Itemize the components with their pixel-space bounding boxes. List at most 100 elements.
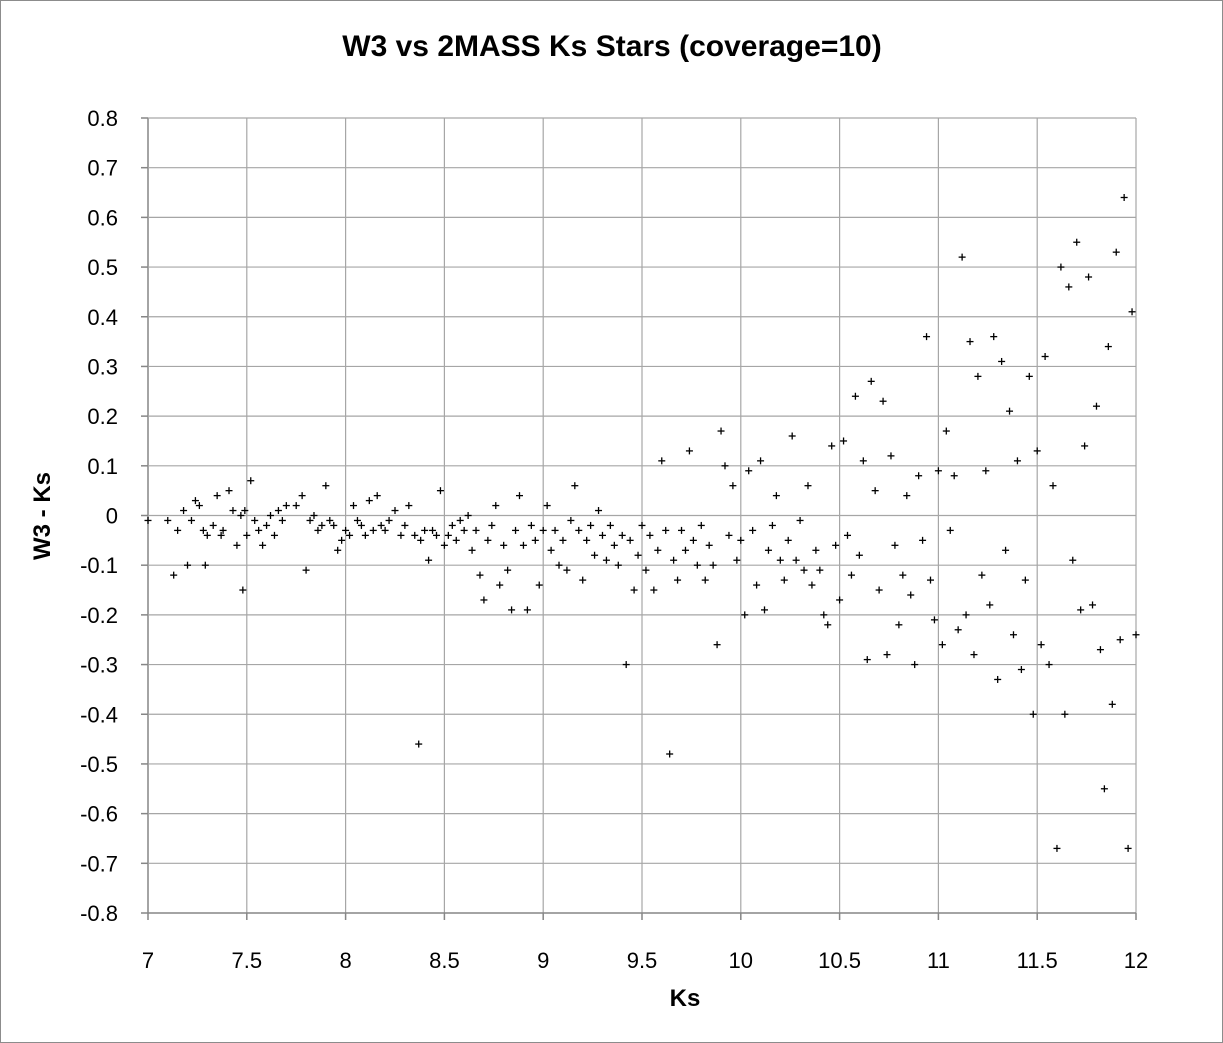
data-point xyxy=(836,596,844,604)
data-point xyxy=(199,526,207,534)
data-point xyxy=(1006,407,1014,415)
data-point xyxy=(847,571,855,579)
data-point xyxy=(543,502,551,510)
data-point xyxy=(203,531,211,539)
data-point xyxy=(772,492,780,500)
data-point xyxy=(415,740,423,748)
data-point xyxy=(666,750,674,758)
data-point xyxy=(741,611,749,619)
data-point xyxy=(500,541,508,549)
data-point xyxy=(994,675,1002,683)
tick-labels: 7 7.5 8 8.5 9 9.5 10 10.5 11 11.5 12 0.8 0.7 0.6 0.5 0.… xyxy=(80,106,1148,973)
data-point xyxy=(990,333,998,341)
data-point xyxy=(658,457,666,465)
data-point xyxy=(610,541,618,549)
data-point xyxy=(978,571,986,579)
data-point xyxy=(342,526,350,534)
data-point xyxy=(638,521,646,529)
data-point xyxy=(512,526,520,534)
data-point xyxy=(350,502,358,510)
data-point xyxy=(879,397,887,405)
data-point xyxy=(1057,263,1065,271)
data-point xyxy=(267,512,275,519)
data-point xyxy=(670,556,678,564)
data-point xyxy=(757,457,765,465)
data-point xyxy=(840,437,848,445)
data-point xyxy=(1009,631,1017,639)
data-point xyxy=(397,531,405,539)
x-tick-label: 8 xyxy=(339,948,351,973)
data-point xyxy=(602,556,610,564)
data-point xyxy=(219,526,227,534)
y-tick-label: -0.5 xyxy=(80,752,118,777)
gridlines xyxy=(141,117,1137,920)
data-point xyxy=(863,656,871,664)
x-tick-label: 11.5 xyxy=(1017,948,1058,973)
data-point xyxy=(310,512,318,519)
data-point xyxy=(444,531,452,539)
data-point xyxy=(247,477,255,485)
data-point xyxy=(377,521,385,529)
data-point xyxy=(709,561,717,569)
data-point xyxy=(784,536,792,544)
data-point xyxy=(907,591,915,599)
data-point xyxy=(144,516,152,524)
data-point xyxy=(1025,372,1033,380)
data-point xyxy=(488,521,496,529)
data-point xyxy=(915,472,923,480)
data-point xyxy=(926,576,934,584)
data-point xyxy=(634,551,642,559)
data-point xyxy=(808,581,816,589)
data-point xyxy=(654,546,662,554)
data-point xyxy=(1002,546,1010,554)
data-point xyxy=(598,531,606,539)
data-point xyxy=(737,536,745,544)
data-point xyxy=(883,651,891,659)
x-axis-title: Ks xyxy=(670,985,701,1012)
data-point xyxy=(800,566,808,574)
data-point xyxy=(421,526,429,534)
data-point xyxy=(768,521,776,529)
data-point xyxy=(911,661,919,669)
data-point xyxy=(361,531,369,539)
data-point xyxy=(225,487,233,495)
data-point xyxy=(745,467,753,475)
data-point xyxy=(1124,844,1132,852)
data-point xyxy=(776,556,784,564)
y-tick-label: 0.3 xyxy=(87,354,118,379)
data-point xyxy=(693,561,701,569)
data-point xyxy=(170,571,178,579)
data-point xyxy=(919,536,927,544)
y-tick-label: -0.7 xyxy=(80,851,118,876)
data-point xyxy=(689,536,697,544)
data-point xyxy=(425,556,433,564)
data-point xyxy=(788,432,796,440)
data-point xyxy=(895,621,903,629)
data-point xyxy=(946,526,954,534)
x-tick-label: 12 xyxy=(1124,948,1148,973)
data-point xyxy=(930,616,938,624)
x-tick-label: 7 xyxy=(142,948,154,973)
data-points xyxy=(144,194,1140,852)
data-point xyxy=(1069,556,1077,564)
data-point xyxy=(697,521,705,529)
data-point xyxy=(195,502,203,510)
data-point xyxy=(468,546,476,554)
data-point xyxy=(891,541,899,549)
data-point xyxy=(357,521,365,529)
data-point xyxy=(365,497,373,505)
data-point xyxy=(780,576,788,584)
data-point xyxy=(330,521,338,529)
data-point xyxy=(484,536,492,544)
data-point xyxy=(567,516,575,524)
data-point xyxy=(213,492,221,500)
data-point xyxy=(899,571,907,579)
data-point xyxy=(547,546,555,554)
data-point xyxy=(535,581,543,589)
data-point xyxy=(401,521,409,529)
data-point xyxy=(436,487,444,495)
y-tick-label: -0.4 xyxy=(80,702,118,727)
data-point xyxy=(851,392,859,400)
data-point xyxy=(496,581,504,589)
data-point xyxy=(1128,308,1136,316)
